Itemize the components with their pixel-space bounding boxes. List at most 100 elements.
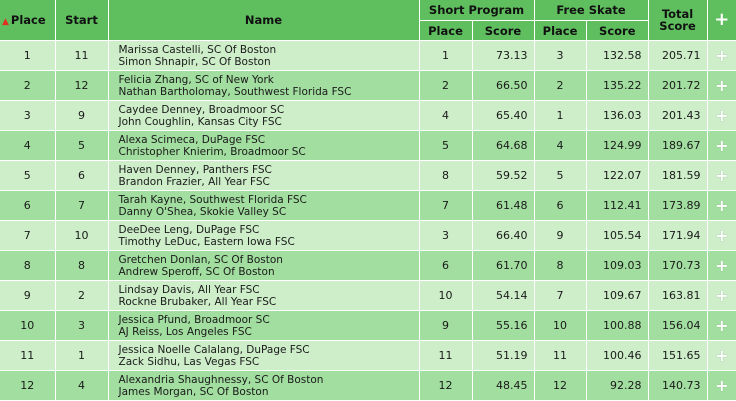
cell-fs-score: 109.03 <box>586 250 649 281</box>
table-row: 10 3 Jessica Pfund, Broadmoor SC AJ Reiss, … <box>0 310 736 341</box>
skater-1-name: Caydee Denney, Broadmoor SC <box>118 103 285 116</box>
cell-sp-score: 64.68 <box>472 130 535 161</box>
skater-1-name: Alexandria Shaughnessy, SC Of Boston <box>118 373 324 386</box>
col-header-place[interactable]: ▲ Place <box>0 0 56 41</box>
skater-1-name: Marissa Castelli, SC Of Boston <box>118 43 277 56</box>
row-expand-button[interactable]: + <box>707 220 736 251</box>
row-expand-button[interactable]: + <box>707 340 736 371</box>
cell-place: 7 <box>0 220 56 251</box>
cell-fs-score: 109.67 <box>586 280 649 311</box>
cell-fs-score: 100.46 <box>586 340 649 371</box>
cell-fs-place: 8 <box>534 250 587 281</box>
cell-place: 1 <box>0 40 56 71</box>
cell-name: Jessica Pfund, Broadmoor SC AJ Reiss, Los… <box>108 310 420 341</box>
plus-icon: + <box>715 76 729 95</box>
cell-fs-score: 105.54 <box>586 220 649 251</box>
cell-place: 10 <box>0 310 56 341</box>
cell-fs-score: 100.88 <box>586 310 649 341</box>
row-expand-button[interactable]: + <box>707 70 736 101</box>
cell-sp-place: 7 <box>419 190 473 221</box>
cell-sp-place: 8 <box>419 160 473 191</box>
col-header-sp-place[interactable]: Place <box>419 20 473 41</box>
row-expand-button[interactable]: + <box>707 190 736 221</box>
col-header-total-score[interactable]: Total Score <box>648 0 708 41</box>
cell-total-score: 181.59 <box>648 160 708 191</box>
group-header-short-program: Short Program <box>419 0 535 21</box>
cell-sp-score: 65.40 <box>472 100 535 131</box>
col-header-fs-place[interactable]: Place <box>534 20 587 41</box>
skater-2-name: Danny O'Shea, Skokie Valley SC <box>118 205 287 218</box>
cell-start: 10 <box>55 220 109 251</box>
cell-name: Alexa Scimeca, DuPage FSC Christopher Kni… <box>108 130 420 161</box>
row-expand-button[interactable]: + <box>707 310 736 341</box>
row-expand-button[interactable]: + <box>707 40 736 71</box>
skater-1-name: Haven Denney, Panthers FSC <box>118 163 272 176</box>
cell-sp-place: 10 <box>419 280 473 311</box>
skater-1-name: Felicia Zhang, SC of New York <box>118 73 274 86</box>
cell-sp-place: 1 <box>419 40 473 71</box>
col-header-start[interactable]: Start <box>55 0 109 41</box>
row-expand-button[interactable]: + <box>707 250 736 281</box>
skater-2-name: Zack Sidhu, Las Vegas FSC <box>118 355 260 368</box>
cell-place: 5 <box>0 160 56 191</box>
cell-sp-score: 54.14 <box>472 280 535 311</box>
cell-total-score: 140.73 <box>648 370 708 401</box>
plus-icon: + <box>715 106 729 125</box>
col-header-fs-score[interactable]: Score <box>586 20 649 41</box>
row-expand-button[interactable]: + <box>707 280 736 311</box>
cell-start: 6 <box>55 160 109 191</box>
cell-place: 12 <box>0 370 56 401</box>
plus-icon: + <box>715 196 729 215</box>
cell-total-score: 201.43 <box>648 100 708 131</box>
col-header-sp-score[interactable]: Score <box>472 20 535 41</box>
skater-1-name: Alexa Scimeca, DuPage FSC <box>118 133 266 146</box>
cell-name: DeeDee Leng, DuPage FSC Timothy LeDuc, Ea… <box>108 220 420 251</box>
expand-all-icon[interactable]: + <box>707 0 736 41</box>
plus-icon: + <box>715 136 729 155</box>
cell-fs-score: 124.99 <box>586 130 649 161</box>
cell-sp-score: 66.50 <box>472 70 535 101</box>
skater-2-name: Andrew Speroff, SC Of Boston <box>118 265 275 278</box>
cell-fs-place: 5 <box>534 160 587 191</box>
sort-arrow-icon: ▲ <box>2 17 9 27</box>
cell-total-score: 163.81 <box>648 280 708 311</box>
cell-sp-place: 9 <box>419 310 473 341</box>
plus-icon: + <box>715 316 729 335</box>
cell-name: Felicia Zhang, SC of New York Nathan Bart… <box>108 70 420 101</box>
table-body: 1 11 Marissa Castelli, SC Of Boston Simon S… <box>0 40 736 401</box>
table-row: 7 10 DeeDee Leng, DuPage FSC Timothy LeDuc,… <box>0 220 736 251</box>
plus-icon: + <box>715 226 729 245</box>
skater-1-name: Jessica Pfund, Broadmoor SC <box>118 313 270 326</box>
cell-sp-score: 61.48 <box>472 190 535 221</box>
cell-place: 3 <box>0 100 56 131</box>
cell-fs-score: 92.28 <box>586 370 649 401</box>
plus-icon: + <box>715 376 729 395</box>
cell-sp-place: 5 <box>419 130 473 161</box>
col-header-name[interactable]: Name <box>108 0 420 41</box>
skater-2-name: Simon Shnapir, SC Of Boston <box>118 55 271 68</box>
cell-sp-place: 2 <box>419 70 473 101</box>
cell-fs-place: 1 <box>534 100 587 131</box>
row-expand-button[interactable]: + <box>707 370 736 401</box>
row-expand-button[interactable]: + <box>707 160 736 191</box>
cell-fs-place: 10 <box>534 310 587 341</box>
skater-1-name: DeeDee Leng, DuPage FSC <box>118 223 260 236</box>
plus-icon: + <box>715 166 729 185</box>
cell-start: 11 <box>55 40 109 71</box>
row-expand-button[interactable]: + <box>707 130 736 161</box>
table-row: 11 1 Jessica Noelle Calalang, DuPage FSC Za… <box>0 340 736 371</box>
cell-total-score: 156.04 <box>648 310 708 341</box>
cell-start: 9 <box>55 100 109 131</box>
cell-sp-score: 61.70 <box>472 250 535 281</box>
cell-sp-place: 3 <box>419 220 473 251</box>
cell-sp-score: 48.45 <box>472 370 535 401</box>
cell-place: 4 <box>0 130 56 161</box>
cell-total-score: 205.71 <box>648 40 708 71</box>
cell-name: Jessica Noelle Calalang, DuPage FSC Zack … <box>108 340 420 371</box>
plus-icon: + <box>715 346 729 365</box>
cell-name: Alexandria Shaughnessy, SC Of Boston Jame… <box>108 370 420 401</box>
row-expand-button[interactable]: + <box>707 100 736 131</box>
table-row: 6 7 Tarah Kayne, Southwest Florida FSC Dann… <box>0 190 736 221</box>
cell-name: Marissa Castelli, SC Of Boston Simon Shna… <box>108 40 420 71</box>
